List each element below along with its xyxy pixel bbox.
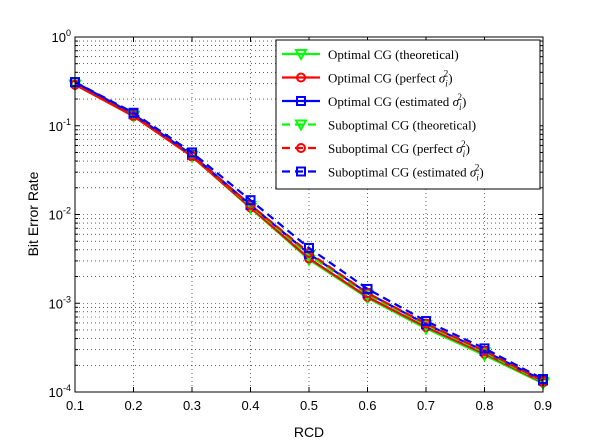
legend-marker — [294, 49, 308, 62]
series-line — [74, 83, 544, 383]
x-tick-label: 0.9 — [534, 398, 552, 413]
legend-marker — [296, 143, 306, 153]
ticks: 0.1 0.2 0.3 0.4 0.5 0.6 0.7 0.8 0.9 100 10-1 10-2 10… — [49, 28, 553, 413]
y-tick-label: 10-1 — [49, 117, 71, 134]
series-6 — [70, 77, 548, 385]
legend-entry-5: Suboptimal CG (perfect σi2) — [282, 139, 470, 159]
x-tick-label: 0.3 — [183, 398, 201, 413]
data-point — [421, 316, 431, 327]
data-point — [304, 242, 314, 253]
legend-marker — [294, 119, 308, 132]
legend-entry-2: Optimal CG (perfect σi2) — [282, 69, 453, 89]
legend-marker — [296, 72, 306, 83]
series-group — [68, 77, 550, 391]
x-tick-label: 0.8 — [475, 398, 493, 413]
legend-label: Suboptimal CG (perfect σi2) — [328, 139, 470, 159]
x-tick-label: 0.2 — [124, 398, 142, 413]
x-tick-label: 0.1 — [66, 398, 84, 413]
legend-label: Optimal CG (theoretical) — [328, 47, 459, 62]
legend-label: Suboptimal CG (estimated σi2) — [328, 163, 484, 183]
series-line — [74, 81, 544, 380]
x-axis-label: RCD — [294, 424, 324, 440]
data-point — [187, 147, 197, 158]
y-tick-label: 100 — [52, 28, 71, 45]
x-tick-label: 0.6 — [358, 398, 376, 413]
legend-label: Suboptimal CG (theoretical) — [328, 118, 476, 133]
legend-marker — [296, 166, 306, 177]
legend-label: Optimal CG (estimated σi2) — [328, 92, 466, 112]
legend: Optimal CG (theoretical) Optimal CG (perf… — [275, 39, 541, 190]
data-point — [362, 283, 373, 294]
data-point — [479, 343, 490, 354]
legend-marker — [296, 96, 306, 106]
legend-entry-3: Optimal CG (estimated σi2) — [282, 92, 466, 112]
y-tick-label: 10-2 — [49, 206, 71, 223]
x-tick-label: 0.7 — [417, 398, 435, 413]
data-point — [128, 107, 139, 118]
data-point — [245, 195, 256, 206]
y-axis-label: Bit Error Rate — [25, 171, 41, 256]
y-tick-label: 10-3 — [49, 294, 71, 311]
x-tick-label: 0.5 — [300, 398, 318, 413]
legend-label: Optimal CG (perfect σi2) — [328, 69, 453, 89]
y-tick-label: 10-4 — [49, 383, 71, 400]
legend-entry-6: Suboptimal CG (estimated σi2) — [282, 163, 484, 183]
x-tick-label: 0.4 — [241, 398, 259, 413]
legend-box — [275, 39, 541, 190]
legend-entry-1: Optimal CG (theoretical) — [282, 47, 459, 62]
legend-entry-4: Suboptimal CG (theoretical) — [282, 118, 476, 133]
